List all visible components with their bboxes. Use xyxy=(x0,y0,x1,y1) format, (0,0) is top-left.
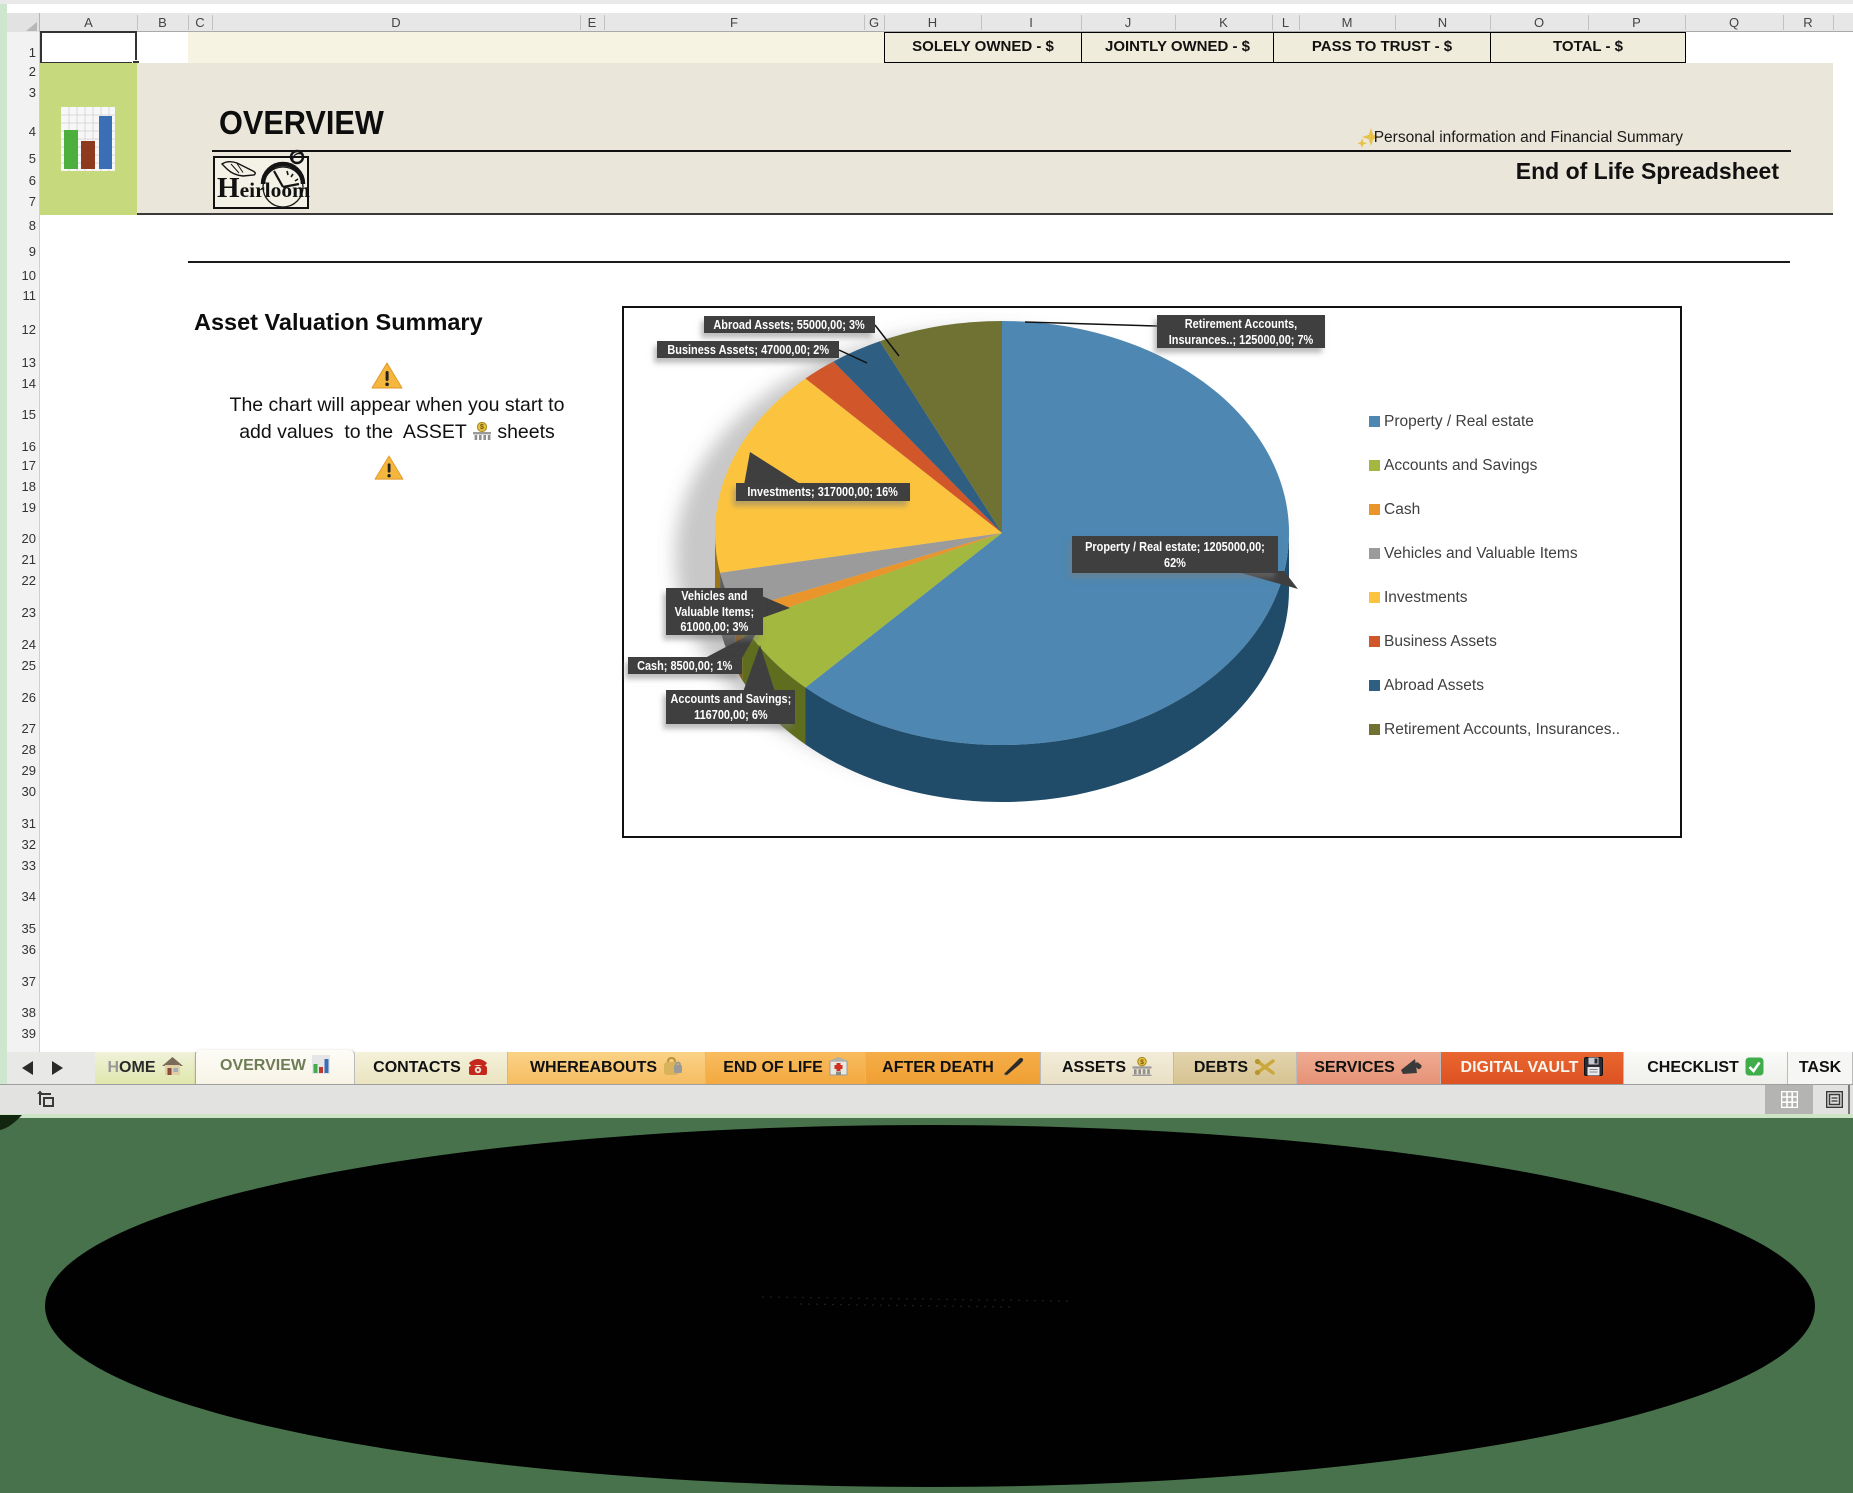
svg-text:$: $ xyxy=(1140,1059,1144,1066)
svg-text:$: $ xyxy=(480,424,484,431)
